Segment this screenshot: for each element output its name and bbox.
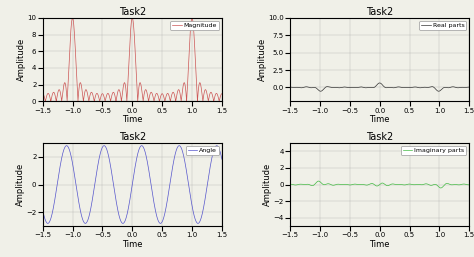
- Y-axis label: Amplitude: Amplitude: [17, 38, 26, 81]
- Legend: Imaginary parts: Imaginary parts: [401, 146, 466, 155]
- Legend: Angle: Angle: [186, 146, 219, 155]
- Y-axis label: Amplitude: Amplitude: [258, 38, 267, 81]
- Y-axis label: Amplitude: Amplitude: [263, 163, 272, 206]
- Title: Task2: Task2: [366, 7, 393, 17]
- Y-axis label: Amplitude: Amplitude: [16, 163, 25, 206]
- X-axis label: Time: Time: [122, 240, 143, 249]
- X-axis label: Time: Time: [122, 115, 143, 124]
- Title: Task2: Task2: [118, 7, 146, 17]
- X-axis label: Time: Time: [369, 240, 390, 249]
- Legend: Magnitude: Magnitude: [171, 21, 219, 30]
- Title: Task2: Task2: [118, 132, 146, 142]
- Legend: Real parts: Real parts: [419, 21, 466, 30]
- Title: Task2: Task2: [366, 132, 393, 142]
- X-axis label: Time: Time: [369, 115, 390, 124]
